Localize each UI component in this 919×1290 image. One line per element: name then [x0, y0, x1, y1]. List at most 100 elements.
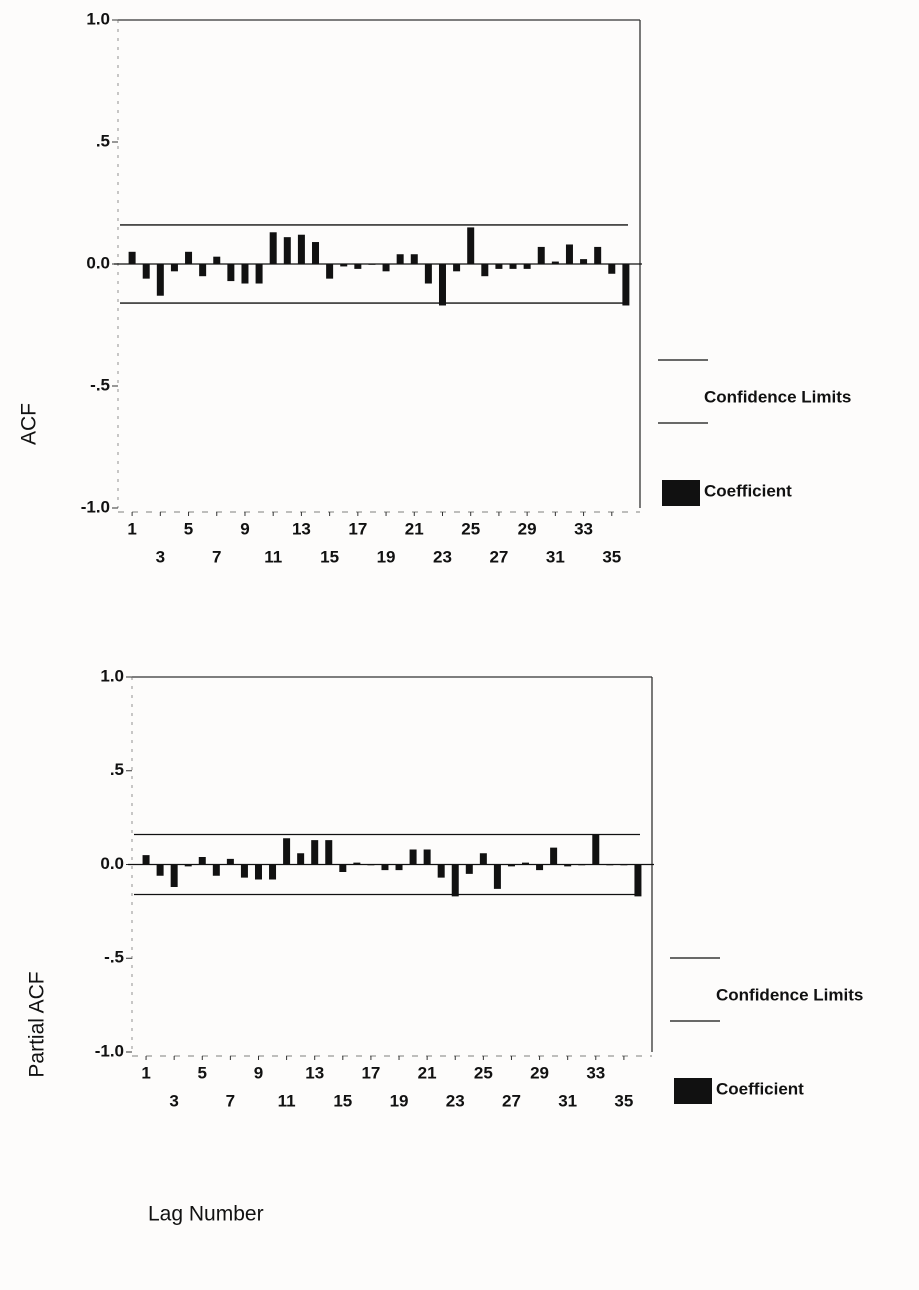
bar — [410, 254, 418, 264]
x-tick-label: 7 — [212, 547, 221, 566]
x-tick-label: 3 — [156, 547, 165, 566]
bar — [353, 862, 361, 865]
x-tick-label: 23 — [446, 1091, 465, 1110]
x-tick-label: 19 — [377, 547, 396, 566]
bar — [269, 232, 277, 264]
bar — [578, 864, 586, 866]
bar — [311, 840, 319, 865]
y-tick-label: 0.0 — [100, 854, 124, 873]
legend-swatch — [662, 480, 700, 506]
bar — [592, 834, 600, 865]
bar — [395, 864, 403, 871]
bar — [212, 864, 220, 876]
bar — [620, 864, 628, 866]
x-tick-label: 1 — [141, 1063, 150, 1082]
bar — [465, 864, 473, 874]
legend-label: Coefficient — [716, 1079, 804, 1098]
bar — [608, 264, 616, 274]
x-tick-label: 19 — [390, 1091, 409, 1110]
x-tick-label: 23 — [433, 547, 452, 566]
legend-label: Confidence Limits — [704, 387, 851, 406]
x-tick-label: 13 — [292, 519, 311, 538]
legend-label: Coefficient — [704, 481, 792, 500]
bar — [564, 864, 572, 867]
x-tick-label: 25 — [461, 519, 480, 538]
x-tick-label: 1 — [127, 519, 136, 538]
bar — [467, 227, 475, 264]
bar — [255, 264, 263, 284]
x-tick-label: 17 — [348, 519, 367, 538]
bar — [226, 858, 234, 865]
x-tick-label: 31 — [546, 547, 565, 566]
bar — [339, 864, 347, 872]
bar — [507, 864, 515, 867]
y-tick-label: .5 — [96, 131, 110, 150]
bar — [199, 264, 207, 277]
bar — [537, 246, 545, 264]
bar — [580, 259, 588, 264]
bar — [409, 849, 417, 865]
bar — [523, 264, 531, 269]
x-tick-label: 21 — [405, 519, 424, 538]
bar — [381, 864, 389, 871]
bar — [325, 840, 333, 865]
bar — [509, 264, 517, 269]
x-tick-label: 29 — [518, 519, 537, 538]
bar — [142, 264, 150, 279]
x-tick-label: 5 — [184, 519, 193, 538]
bar — [522, 862, 530, 865]
bar — [493, 864, 501, 889]
y-tick-label: .5 — [110, 760, 124, 779]
bar — [283, 838, 291, 865]
bar — [396, 254, 404, 264]
x-tick-label: 29 — [530, 1063, 549, 1082]
y-tick-label: 0.0 — [86, 253, 110, 272]
bar — [326, 264, 334, 279]
x-tick-label: 9 — [254, 1063, 263, 1082]
x-tick-label: 33 — [586, 1063, 605, 1082]
bar — [495, 264, 503, 269]
bar — [283, 237, 291, 264]
x-tick-label: 21 — [418, 1063, 437, 1082]
bar — [437, 864, 445, 878]
bar — [156, 864, 164, 876]
bar — [184, 864, 192, 867]
bar — [565, 244, 573, 264]
y-tick-label: 1.0 — [100, 666, 124, 685]
bar — [354, 264, 362, 269]
bar — [312, 242, 320, 264]
x-tick-label: 11 — [278, 1091, 296, 1110]
bar — [185, 251, 193, 264]
bar — [297, 853, 305, 865]
x-tick-label: 17 — [361, 1063, 380, 1082]
x-tick-label: 27 — [502, 1091, 521, 1110]
x-tick-label: 31 — [558, 1091, 577, 1110]
bar — [198, 857, 206, 865]
x-tick-label: 3 — [169, 1091, 178, 1110]
bar — [128, 251, 136, 264]
bar — [156, 264, 164, 296]
bar — [240, 864, 248, 878]
bar — [453, 264, 461, 272]
bar — [594, 246, 602, 264]
bar — [606, 864, 614, 866]
bar — [340, 264, 348, 267]
x-tick-label: 15 — [333, 1091, 352, 1110]
bar — [368, 264, 376, 265]
x-tick-label: 35 — [602, 547, 621, 566]
x-tick-label: 15 — [320, 547, 339, 566]
x-tick-label: 13 — [305, 1063, 324, 1082]
x-tick-label: 33 — [574, 519, 593, 538]
y-axis-title: Partial ACF — [26, 971, 49, 1077]
x-tick-label: 25 — [474, 1063, 493, 1082]
bar — [551, 261, 559, 264]
x-tick-label: 27 — [489, 547, 508, 566]
bar — [227, 264, 235, 282]
bar — [536, 864, 544, 871]
y-axis-title: ACF — [18, 403, 41, 445]
bar — [479, 853, 487, 865]
bar — [254, 864, 262, 880]
x-tick-label: 11 — [264, 547, 282, 566]
